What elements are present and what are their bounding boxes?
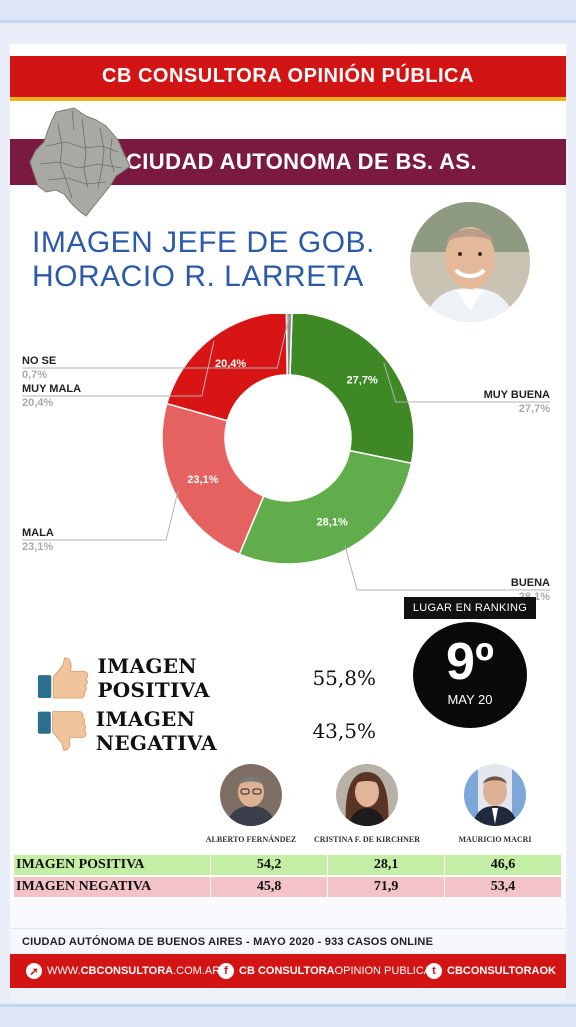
negative-image-row: IMAGEN NEGATIVA 43,5% xyxy=(36,707,376,755)
table-cell: 45,8 xyxy=(210,877,327,897)
kirchner-portrait xyxy=(336,764,398,826)
candidate-fernandez: ALBERTO FERNÁNDEZ xyxy=(196,764,306,844)
table-row-positive: IMAGEN POSITIVA 54,2 28,1 46,6 xyxy=(14,855,561,875)
facebook-link[interactable]: f CB CONSULTORA OPINION PUBLICA xyxy=(218,963,431,979)
thumbs-up-icon xyxy=(37,657,89,699)
facebook-icon: f xyxy=(218,963,234,979)
leader-line-buena xyxy=(344,545,550,591)
donut-slice-mala xyxy=(161,402,265,556)
fernandez-portrait xyxy=(220,764,282,826)
ranking-title: LUGAR EN RANKING xyxy=(404,597,536,619)
negative-image-value: 43,5% xyxy=(312,719,376,743)
outer-category-buena: BUENA xyxy=(511,577,550,589)
table-cell: 71,9 xyxy=(327,877,444,897)
ranking-badge: 9º MAY 20 xyxy=(413,622,527,728)
consultora-banner: CB CONSULTORA OPINIÓN PÚBLICA xyxy=(10,56,566,101)
outer-category-muy-buena: MUY BUENA xyxy=(484,389,550,401)
outer-value-muy-mala: 20,4% xyxy=(22,397,53,409)
twitter-link[interactable]: t CBCONSULTORAOK xyxy=(426,963,556,979)
donut-slice-buena xyxy=(238,449,413,565)
region-title: CIUDAD AUTONOMA DE BS. AS. xyxy=(126,149,478,174)
donut-chart-area: 27,7% 28,1% 23,1% 20,4% MUY BUENA 27,7% BUENA 2… xyxy=(10,314,566,614)
ranking-date: MAY 20 xyxy=(447,692,493,707)
leader-line-no-se xyxy=(22,315,290,369)
survey-note: CIUDAD AUTÓNOMA DE BUENOS AIRES - MAYO 2… xyxy=(10,928,566,955)
headline-line-1: IMAGEN JEFE DE GOB. xyxy=(32,226,375,259)
outer-value-no-se: 0,7% xyxy=(22,369,47,381)
positive-image-row: IMAGEN POSITIVA 55,8% xyxy=(36,654,376,702)
outer-value-muy-buena: 27,7% xyxy=(519,403,550,415)
candidate-kirchner: CRISTINA F. DE KIRCHNER xyxy=(312,764,422,844)
table-row-negative: IMAGEN NEGATIVA 45,8 71,9 53,4 xyxy=(14,877,561,897)
headline-line-2: HORACIO R. LARRETA xyxy=(32,260,364,293)
consultora-title: CB CONSULTORA OPINIÓN PÚBLICA xyxy=(102,65,474,87)
facebook-bold: CB CONSULTORA xyxy=(239,965,335,977)
table-cell: 28,1 xyxy=(327,855,444,875)
footer-bar: ➚ WWW. CBCONSULTORA .COM.AR f CB CONSULTOR… xyxy=(10,954,566,988)
candidate-macri: MAURICIO MACRI xyxy=(440,764,550,844)
row-label: IMAGEN NEGATIVA xyxy=(16,879,152,894)
web-rest: .COM.AR xyxy=(173,965,221,977)
candidate-name: MAURICIO MACRI xyxy=(458,835,532,844)
donut-slice-muy-buena xyxy=(289,314,415,465)
outer-category-muy-mala: MUY MALA xyxy=(22,383,81,395)
macri-portrait xyxy=(464,764,526,826)
larreta-portrait xyxy=(410,202,530,322)
web-link[interactable]: ➚ WWW. CBCONSULTORA .COM.AR xyxy=(26,963,220,979)
donut-inner-label-muy-buena: 27,7% xyxy=(347,374,378,386)
bottom-frame-bar xyxy=(0,1004,576,1027)
infographic-card: CB CONSULTORA OPINIÓN PÚBLICA CIUDAD AUT… xyxy=(10,44,566,1004)
city-map-icon xyxy=(29,107,131,217)
donut-chart: 27,7% 28,1% 23,1% 20,4% MUY BUENA 27,7% BUENA 2… xyxy=(22,314,550,603)
candidate-name: ALBERTO FERNÁNDEZ xyxy=(205,835,297,844)
table-cell: 54,2 xyxy=(210,855,327,875)
thumbs-down-icon xyxy=(37,711,87,751)
table-cell: 46,6 xyxy=(444,855,561,875)
donut-slice-no-se xyxy=(285,314,293,376)
leader-line-muy-mala xyxy=(22,340,215,397)
positive-image-value: 55,8% xyxy=(312,666,376,690)
survey-note-text: CIUDAD AUTÓNOMA DE BUENOS AIRES - MAYO 2… xyxy=(22,936,434,948)
negative-image-label: IMAGEN NEGATIVA xyxy=(95,707,217,755)
positive-image-label: IMAGEN POSITIVA xyxy=(97,654,210,702)
outer-category-no-se: NO SE xyxy=(22,355,56,367)
headline: IMAGEN JEFE DE GOB. HORACIO R. LARRETA xyxy=(32,226,375,294)
pointer-icon: ➚ xyxy=(26,963,42,979)
outer-category-mala: MALA xyxy=(22,527,54,539)
ranking-position: 9º xyxy=(446,633,494,691)
twitter-icon: t xyxy=(426,963,442,979)
donut-slice-muy-mala xyxy=(165,314,289,422)
row-label: IMAGEN POSITIVA xyxy=(16,857,145,872)
donut-inner-label-muy-mala: 20,4% xyxy=(215,358,246,370)
web-prefix: WWW. xyxy=(47,965,81,977)
candidate-name: CRISTINA F. DE KIRCHNER xyxy=(314,835,420,844)
top-frame-bar xyxy=(0,0,576,23)
leader-line-muy-buena xyxy=(383,362,550,403)
donut-inner-label-buena: 28,1% xyxy=(317,517,348,529)
table-cell: 53,4 xyxy=(444,877,561,897)
donut-inner-label-mala: 23,1% xyxy=(187,474,218,486)
outer-value-mala: 23,1% xyxy=(22,541,53,553)
leader-line-mala xyxy=(22,490,179,541)
facebook-rest: OPINION PUBLICA xyxy=(334,965,432,977)
twitter-handle: CBCONSULTORAOK xyxy=(447,965,556,977)
web-bold: CBCONSULTORA xyxy=(80,965,174,977)
